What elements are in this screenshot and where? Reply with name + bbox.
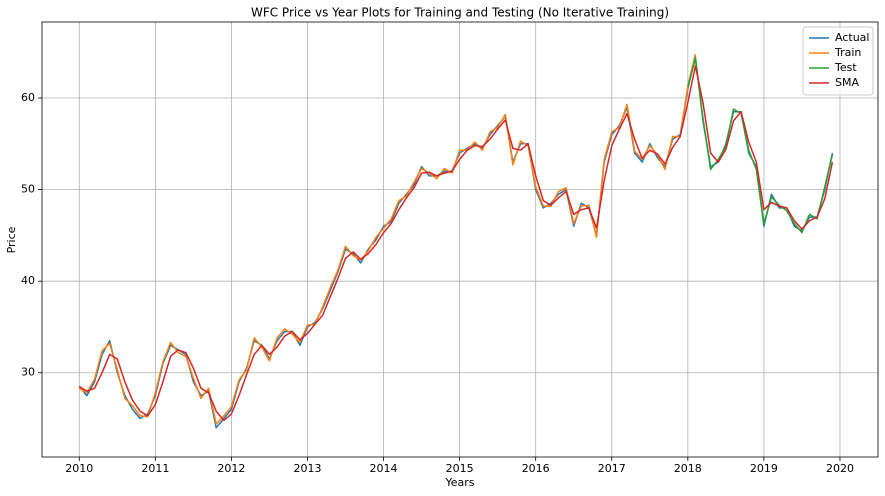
x-tick-label: 2017 [598,462,626,475]
y-tick-label: 30 [21,366,35,379]
legend-label: Actual [835,31,869,44]
legend-label: Train [834,46,861,59]
plot-frame [41,21,879,458]
x-tick-label: 2019 [750,462,778,475]
legend-label: SMA [835,76,859,89]
y-axis-label: Price [5,226,18,253]
data-line [78,65,834,422]
x-tick-label: 2018 [674,462,702,475]
x-tick-label: 2013 [293,462,321,475]
y-tick-label: 60 [21,91,35,104]
y-tick-label: 40 [21,274,35,287]
legend-box [802,26,874,96]
legend-label: Test [834,61,857,74]
data-line [78,53,697,425]
x-tick-label: 2016 [522,462,550,475]
x-tick-label: 2011 [141,462,169,475]
y-tick-label: 50 [21,183,35,196]
x-tick-label: 2012 [217,462,245,475]
x-axis-label: Years [444,476,474,489]
data-line [78,56,834,429]
x-tick-label: 2015 [446,462,474,475]
x-tick-label: 2010 [65,462,93,475]
data-line [687,57,834,234]
chart-title: WFC Price vs Year Plots for Training and… [251,6,669,20]
x-tick-label: 2020 [826,462,854,475]
x-tick-label: 2014 [370,462,398,475]
